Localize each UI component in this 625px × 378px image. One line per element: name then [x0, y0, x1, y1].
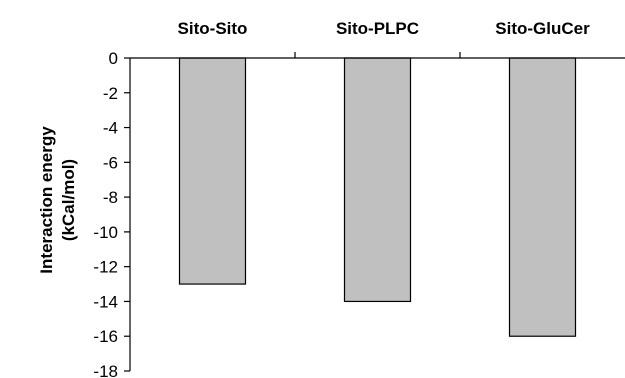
bar-sito-plpc: [343, 57, 412, 303]
y-tick-label: -14: [93, 292, 118, 311]
y-tick-label: -16: [93, 327, 118, 346]
category-labels: Sito-Sito Sito-PLPC Sito-GluCer: [178, 19, 591, 38]
y-tick-label: -8: [103, 188, 118, 207]
x-axis-ticks: [294, 52, 461, 58]
y-tick-label: -2: [103, 84, 118, 103]
y-tick-label: 0: [109, 49, 118, 68]
y-axis-title-line2: (kCal/mol): [59, 159, 78, 241]
y-tick-label: -6: [103, 153, 118, 172]
y-tick-label: -12: [93, 258, 118, 277]
category-label: Sito-Sito: [178, 19, 248, 38]
y-tick-label: -4: [103, 119, 118, 138]
y-axis-title: Interaction energy (kCal/mol): [37, 126, 78, 274]
bars: [178, 57, 577, 337]
y-axis-title-line1: Interaction energy: [37, 126, 56, 274]
y-tick-label: -18: [93, 362, 118, 378]
y-axis-ticks: 0 -2 -4 -6 -8 -10 -12 -14 -16 -18: [93, 49, 130, 378]
category-label: Sito-PLPC: [336, 19, 419, 38]
bar-sito-sito: [178, 57, 247, 285]
category-label: Sito-GluCer: [495, 19, 590, 38]
y-tick-label: -10: [93, 223, 118, 242]
bar-sito-glucer: [508, 57, 577, 337]
